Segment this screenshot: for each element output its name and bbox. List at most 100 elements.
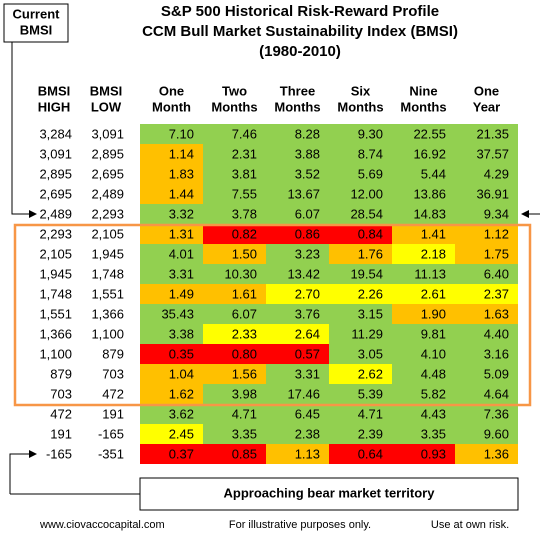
cell-value: 3.31: [169, 266, 194, 281]
bmsi-high: 2,293: [39, 226, 72, 241]
cell: [203, 384, 266, 404]
bmsi-low: 2,695: [91, 166, 124, 181]
bmsi-high: 2,105: [39, 246, 72, 261]
cell: [329, 384, 392, 404]
column-header: Months: [400, 99, 446, 114]
cell-value: 6.07: [232, 306, 257, 321]
cell: [455, 204, 518, 224]
cell-value: 13.42: [287, 266, 320, 281]
cell-value: 8.74: [358, 146, 383, 161]
cell-value: 9.30: [358, 126, 383, 141]
cell: [266, 124, 329, 144]
cell: [140, 264, 203, 284]
bear-box: [139, 477, 519, 511]
current-label: BMSI: [20, 22, 53, 37]
cell-value: 3.23: [295, 246, 320, 261]
bear-arrow: [9, 450, 37, 494]
bmsi-low: 191: [102, 406, 124, 421]
bmsi-low: 1,551: [91, 286, 124, 301]
bmsi-high: 472: [50, 406, 72, 421]
cell-value: 2.38: [295, 426, 320, 441]
cell-value: 4.64: [484, 386, 509, 401]
bmsi-high: 1,100: [39, 346, 72, 361]
cell-value: 5.44: [421, 166, 446, 181]
cell-value: 5.09: [484, 366, 509, 381]
cell: [329, 304, 392, 324]
cell: [266, 144, 329, 164]
cell-value: 3.78: [232, 206, 257, 221]
cell: [266, 164, 329, 184]
cell-value: 9.34: [484, 206, 509, 221]
cell-value: 22.55: [413, 126, 446, 141]
cell: [203, 204, 266, 224]
cell-value: 2.26: [358, 286, 383, 301]
cell: [140, 364, 203, 384]
cell-value: 4.10: [421, 346, 446, 361]
column-header: HIGH: [38, 99, 71, 114]
cell-value: 0.86: [295, 226, 320, 241]
bmsi-high: 3,091: [39, 146, 72, 161]
cell-value: 3.32: [169, 206, 194, 221]
bmsi-high: 1,366: [39, 326, 72, 341]
column-header: Months: [211, 99, 257, 114]
cell: [203, 364, 266, 384]
footer-note: For illustrative purposes only.: [229, 519, 371, 531]
cell: [455, 444, 518, 464]
cell: [140, 164, 203, 184]
cell: [266, 204, 329, 224]
cell: [140, 284, 203, 304]
cell-value: 3.31: [295, 366, 320, 381]
cell: [140, 144, 203, 164]
cell-value: 2.61: [421, 286, 446, 301]
cell: [329, 424, 392, 444]
cell-value: 9.60: [484, 426, 509, 441]
cell-value: 4.40: [484, 326, 509, 341]
cell: [392, 404, 455, 424]
cell-value: 1.56: [232, 366, 257, 381]
cell-value: 2.39: [358, 426, 383, 441]
cell-value: 6.07: [295, 206, 320, 221]
cell-value: 1.13: [295, 446, 320, 461]
cell-value: 1.44: [169, 186, 194, 201]
cell: [455, 404, 518, 424]
cell: [329, 244, 392, 264]
cell: [203, 224, 266, 244]
cell-value: 2.62: [358, 366, 383, 381]
cell: [455, 124, 518, 144]
cell-value: 0.82: [232, 226, 257, 241]
bmsi-high: 3,284: [39, 126, 72, 141]
cell: [203, 164, 266, 184]
cell: [266, 384, 329, 404]
cell: [140, 404, 203, 424]
cell: [266, 284, 329, 304]
cell-value: 5.82: [421, 386, 446, 401]
cell-value: 1.31: [169, 226, 194, 241]
cell: [266, 264, 329, 284]
cell-value: 2.33: [232, 326, 257, 341]
cell-value: 5.69: [358, 166, 383, 181]
column-header: One: [159, 83, 184, 98]
cell: [392, 124, 455, 144]
cell-value: 0.57: [295, 346, 320, 361]
bmsi-low: -165: [98, 426, 124, 441]
bmsi-high: -165: [46, 446, 72, 461]
cell: [455, 424, 518, 444]
cell-value: 2.64: [295, 326, 320, 341]
cell: [392, 144, 455, 164]
bmsi-low: 2,895: [91, 146, 124, 161]
cell: [140, 324, 203, 344]
current-label: Current: [13, 6, 61, 21]
title-line: S&P 500 Historical Risk-Reward Profile: [161, 3, 439, 20]
cell: [329, 344, 392, 364]
cell-value: 0.64: [358, 446, 383, 461]
cell: [140, 344, 203, 364]
cell: [392, 424, 455, 444]
cell: [392, 164, 455, 184]
bmsi-low: 472: [102, 386, 124, 401]
title-line: (1980-2010): [259, 43, 341, 60]
cell: [392, 384, 455, 404]
cell-value: 3.98: [232, 386, 257, 401]
cell: [329, 124, 392, 144]
cell-value: 0.80: [232, 346, 257, 361]
cell: [392, 444, 455, 464]
